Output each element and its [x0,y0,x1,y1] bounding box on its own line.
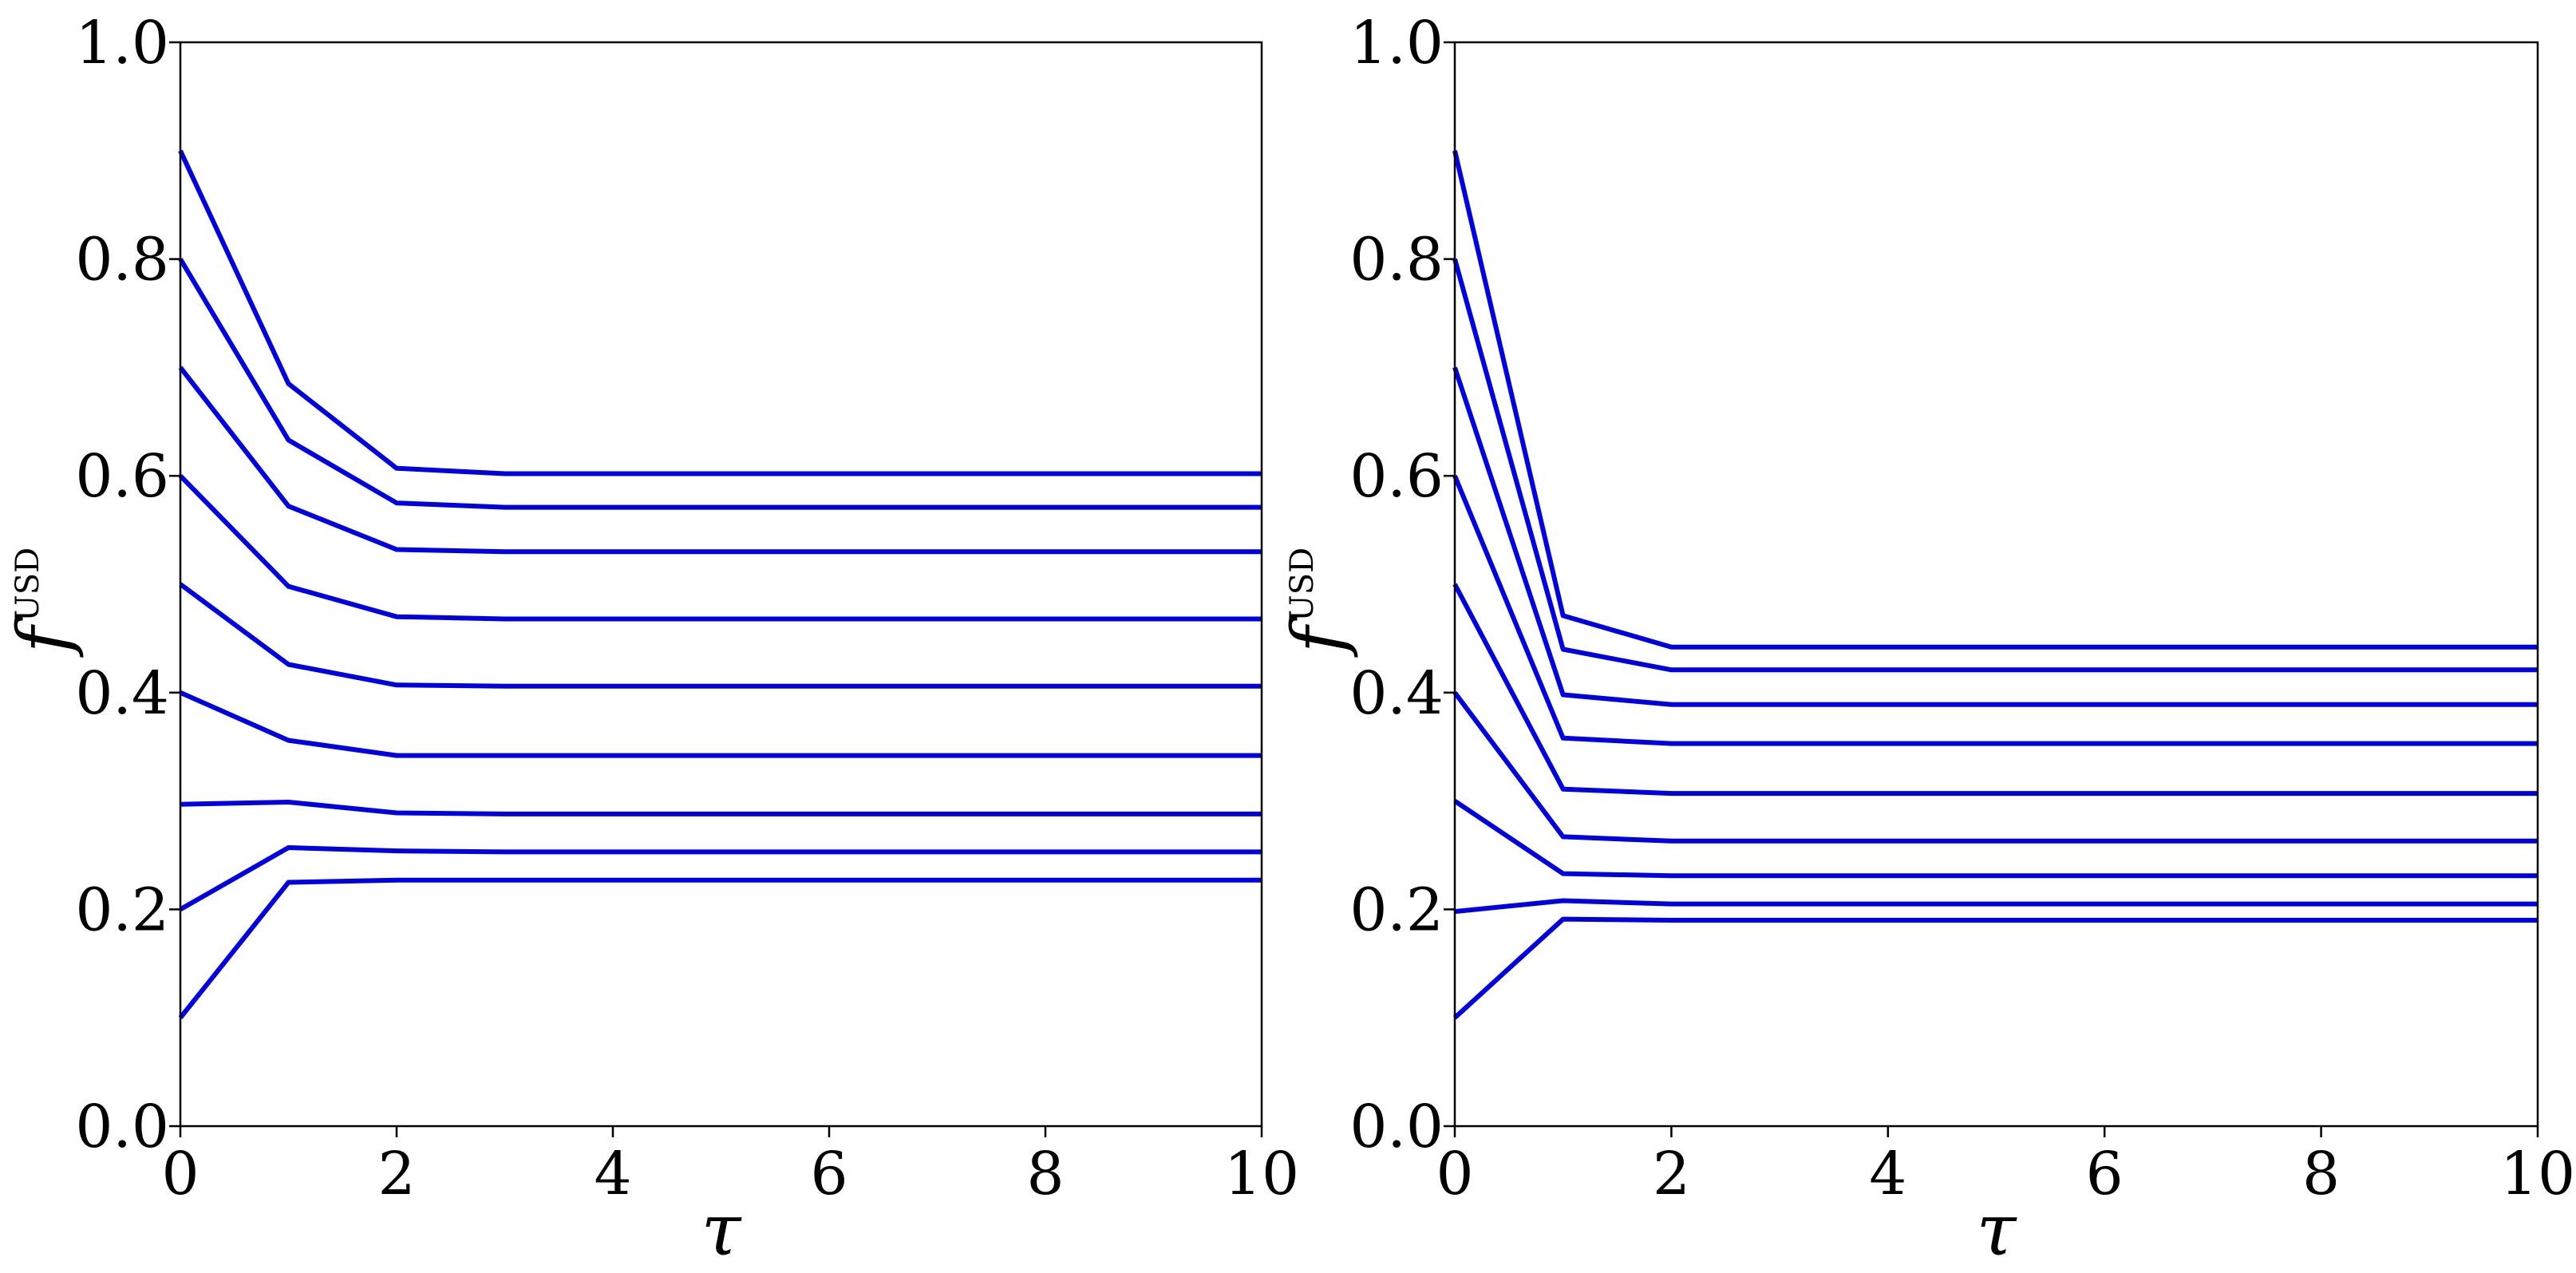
x-tick-label: 10 [1224,1140,1299,1208]
x-tick-label: 6 [2086,1140,2124,1208]
plot-frame [179,41,1263,1128]
y-axis-label: fUSD [2,548,86,658]
y-axis-label-superscript: USD [1284,548,1321,622]
y-tick-label: 0.2 [1349,876,1444,944]
right-chart: 0 2 4 6 8 10 0.0 0.2 0.4 0.6 0.8 1.0 τ fUSD [1277,9,2575,1272]
series-line-3 [178,474,1262,622]
series-line-6 [180,800,1262,816]
x-tick-label: 6 [810,1140,847,1208]
left-chart: 0 2 4 6 8 10 0.0 0.2 0.4 0.6 0.8 1.0 τ fUSD [2,9,1299,1272]
y-tick-label: 1.0 [75,9,169,77]
y-tick-label: 0.0 [1349,1093,1444,1161]
x-axis-label: τ [1977,1188,2017,1272]
series-line-4 [1452,583,2538,797]
series-line-8 [178,877,1262,1020]
y-axis-label-superscript: USD [10,548,46,622]
y-tick-label: 0.2 [75,876,169,944]
x-tick-label: 4 [1869,1140,1906,1208]
y-tick-label: 0.4 [1349,659,1444,728]
series-line-4 [179,582,1262,689]
y-tick-label: 0.8 [75,226,169,295]
y-tick-label: 0.8 [1349,226,1444,295]
series-line-8 [1452,916,2538,1020]
series-line-0 [178,149,1262,476]
x-tick-label: 8 [2302,1140,2340,1208]
y-axis-label: fUSD [1277,548,1361,658]
series-line-1 [178,258,1262,510]
y-tick-label: 1.0 [1349,9,1444,77]
x-tick-label: 2 [1653,1140,1690,1208]
y-tick-label: 0.6 [75,442,169,511]
series-line-5 [179,690,1262,758]
x-tick-label: 8 [1026,1140,1064,1208]
x-tick-label: 2 [377,1140,415,1208]
y-tick-label: 0.4 [75,659,169,728]
series-line-3 [1452,475,2538,746]
y-tick-label: 0.0 [75,1093,169,1161]
series-line-0 [1452,150,2538,650]
plot-frame [1453,41,2539,1128]
series-line-2 [1452,366,2538,707]
series-line-7 [1454,898,2538,915]
y-tick-label: 0.6 [1349,442,1444,511]
series-line-1 [1452,258,2538,673]
series-line-7 [179,845,1262,912]
x-tick-label: 4 [594,1140,631,1208]
x-axis-label: τ [701,1188,742,1272]
series-line-6 [1453,799,2538,879]
series-line-5 [1452,690,2538,844]
x-tick-label: 0 [1436,1140,1473,1208]
x-tick-label: 0 [161,1140,199,1208]
x-tick-label: 10 [2500,1140,2575,1208]
series-line-2 [178,366,1262,555]
